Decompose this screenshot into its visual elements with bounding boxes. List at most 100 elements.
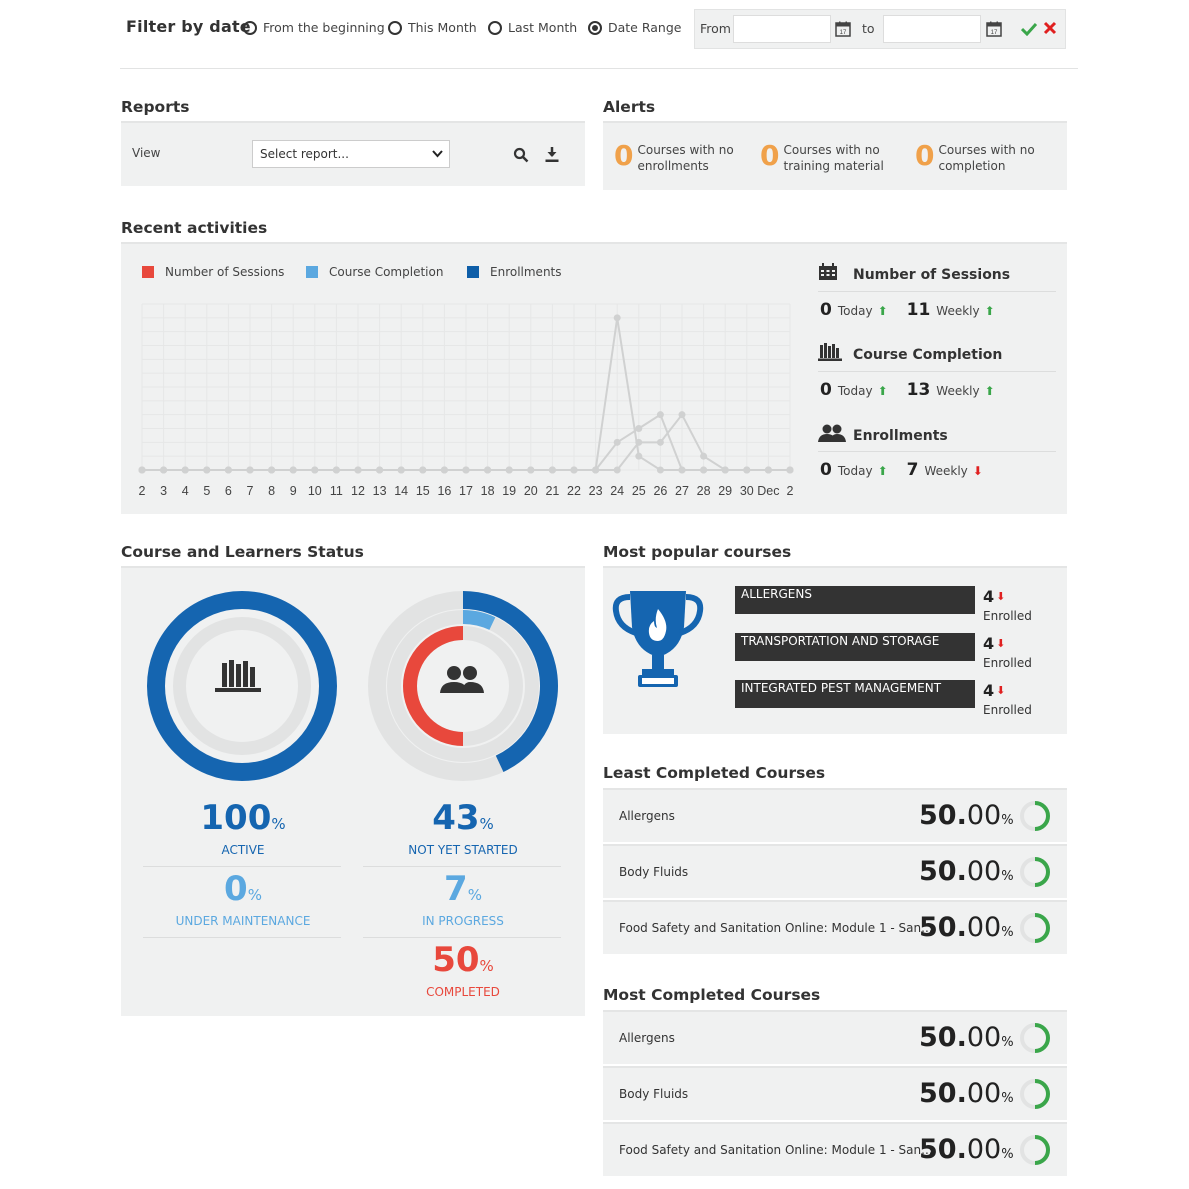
- data-point[interactable]: [246, 466, 254, 474]
- legend-item-enrollments[interactable]: Enrollments: [467, 265, 562, 279]
- data-point[interactable]: [613, 438, 621, 446]
- data-point[interactable]: [484, 466, 492, 474]
- in-progress-label: IN PROGRESS: [422, 914, 504, 928]
- completion-rate: 50.00%: [919, 1078, 1014, 1109]
- data-point[interactable]: [635, 452, 643, 460]
- data-point[interactable]: [656, 466, 664, 474]
- course-name: Food Safety and Sanitation Online: Modul…: [619, 921, 933, 935]
- data-point[interactable]: [678, 411, 686, 419]
- x-tick-label: 8: [268, 484, 275, 498]
- data-point[interactable]: [462, 466, 470, 474]
- radio-circle[interactable]: [388, 20, 402, 35]
- popular-course-bar[interactable]: INTEGRATED PEST MANAGEMENT: [735, 680, 975, 708]
- data-point[interactable]: [311, 466, 319, 474]
- radio-this-month[interactable]: This Month: [388, 20, 477, 35]
- course-row[interactable]: Allergens 50.00%: [603, 788, 1067, 842]
- data-point[interactable]: [354, 466, 362, 474]
- calendar-icon[interactable]: 17: [986, 21, 1002, 37]
- data-point[interactable]: [743, 466, 751, 474]
- alert-label: Courses with no enrollments: [637, 143, 734, 173]
- metric-value: 50: [432, 940, 480, 980]
- popular-course-bar[interactable]: TRANSPORTATION AND STORAGE: [735, 633, 975, 661]
- data-point[interactable]: [700, 452, 708, 460]
- weekly-label: Weekly: [924, 464, 968, 478]
- metric-unit: %: [247, 886, 262, 904]
- course-row[interactable]: Food Safety and Sanitation Online: Modul…: [603, 1122, 1067, 1176]
- x-tick-label: 6: [225, 484, 232, 498]
- radio-last-month[interactable]: Last Month: [488, 20, 577, 35]
- data-point[interactable]: [613, 466, 621, 474]
- data-point[interactable]: [289, 466, 297, 474]
- legend-item-completion[interactable]: Course Completion: [306, 265, 443, 279]
- data-point[interactable]: [700, 466, 708, 474]
- data-point[interactable]: [332, 466, 340, 474]
- divider: [818, 451, 1056, 452]
- apply-check-icon[interactable]: [1021, 22, 1037, 36]
- alert-no-completion[interactable]: 0 Courses with no completion: [915, 142, 1048, 174]
- data-point[interactable]: [656, 438, 664, 446]
- data-point[interactable]: [203, 466, 211, 474]
- data-point[interactable]: [635, 438, 643, 446]
- rate-decimal: 00: [966, 1022, 1002, 1053]
- course-row[interactable]: Allergens 50.00%: [603, 1010, 1067, 1064]
- legend-item-sessions[interactable]: Number of Sessions: [142, 265, 284, 279]
- report-select[interactable]: Select report...: [252, 140, 450, 168]
- x-tick-label: 2: [787, 484, 794, 498]
- download-icon[interactable]: [544, 146, 560, 163]
- enrolled-count: 4: [983, 587, 995, 606]
- progress-ring: [1020, 913, 1050, 943]
- search-icon[interactable]: [513, 147, 529, 163]
- stat-title-completion: Course Completion: [853, 347, 1003, 363]
- data-point[interactable]: [786, 466, 794, 474]
- popular-course-bar[interactable]: ALLERGENS: [735, 586, 975, 614]
- data-point[interactable]: [613, 314, 621, 322]
- data-point[interactable]: [419, 466, 427, 474]
- x-tick-label: 19: [502, 484, 516, 498]
- data-point[interactable]: [527, 466, 535, 474]
- data-point[interactable]: [570, 466, 578, 474]
- course-row[interactable]: Food Safety and Sanitation Online: Modul…: [603, 900, 1067, 954]
- radio-circle[interactable]: [488, 20, 502, 35]
- data-point[interactable]: [548, 466, 556, 474]
- metric-value: 43: [432, 798, 480, 838]
- course-row[interactable]: Body Fluids 50.00%: [603, 844, 1067, 898]
- alert-no-enrollments[interactable]: 0 Courses with no enrollments: [614, 142, 747, 174]
- course-row[interactable]: Body Fluids 50.00%: [603, 1066, 1067, 1120]
- data-point[interactable]: [138, 466, 146, 474]
- data-point[interactable]: [592, 466, 600, 474]
- radio-date-range[interactable]: Date Range: [588, 20, 681, 35]
- data-point[interactable]: [160, 466, 168, 474]
- data-point[interactable]: [224, 466, 232, 474]
- to-date-input[interactable]: [883, 15, 981, 43]
- radio-circle-checked[interactable]: [588, 20, 602, 35]
- data-point[interactable]: [656, 411, 664, 419]
- calendar-icon[interactable]: 17: [835, 21, 851, 37]
- legend-label: Enrollments: [490, 265, 562, 279]
- data-point[interactable]: [376, 466, 384, 474]
- arrow-up-icon: ⬆: [877, 384, 888, 398]
- data-point[interactable]: [505, 466, 513, 474]
- to-label: to: [862, 21, 875, 36]
- today-value: 0: [820, 300, 832, 320]
- x-tick-label: 18: [481, 484, 495, 498]
- from-date-input[interactable]: [733, 15, 831, 43]
- data-point[interactable]: [181, 466, 189, 474]
- legend-swatch: [467, 266, 479, 278]
- divider: [818, 291, 1056, 292]
- radio-circle[interactable]: [243, 20, 257, 35]
- rate-unit: %: [1001, 869, 1014, 884]
- data-point[interactable]: [721, 466, 729, 474]
- data-point[interactable]: [397, 466, 405, 474]
- data-point[interactable]: [678, 466, 686, 474]
- data-point[interactable]: [268, 466, 276, 474]
- legend-swatch: [306, 266, 318, 278]
- radio-from-beginning[interactable]: From the beginning: [243, 20, 385, 35]
- x-tick-label: 5: [203, 484, 210, 498]
- data-point[interactable]: [764, 466, 772, 474]
- divider: [143, 866, 341, 867]
- data-point[interactable]: [440, 466, 448, 474]
- course-name: Food Safety and Sanitation Online: Modul…: [619, 1143, 933, 1157]
- alert-no-training-material[interactable]: 0 Courses with no training material: [760, 142, 923, 174]
- data-point[interactable]: [635, 425, 643, 432]
- clear-x-icon[interactable]: [1043, 21, 1057, 35]
